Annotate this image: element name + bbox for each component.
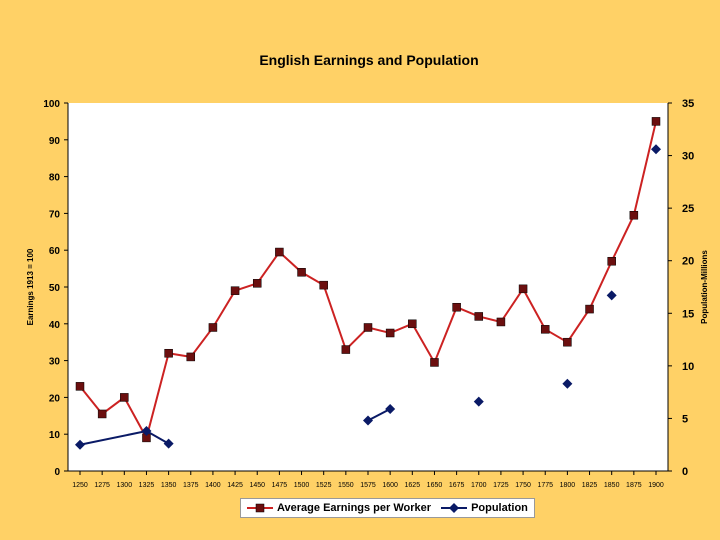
earnings-point [452, 302, 461, 312]
earnings-point [408, 319, 417, 329]
x-tick-label: 1700 [471, 482, 487, 489]
population-point [385, 403, 396, 414]
earnings-point [430, 358, 439, 367]
x-tick-label: 1725 [493, 482, 509, 489]
population-point [473, 396, 484, 407]
earnings-point [540, 325, 550, 334]
y-right-tick-label: 15 [682, 308, 694, 320]
population-point [141, 426, 152, 437]
x-tick-label: 1850 [604, 482, 620, 489]
legend-item-earnings: Average Earnings per Worker [247, 502, 431, 514]
earnings-point [496, 317, 506, 327]
population-point [363, 415, 373, 426]
y-left-tick-label: 60 [49, 246, 61, 257]
y-left-tick-label: 80 [49, 173, 61, 184]
x-tick-label: 1600 [382, 482, 398, 489]
earnings-point [208, 323, 218, 332]
x-tick-label: 1425 [227, 482, 243, 489]
x-tick-label: 1500 [294, 482, 310, 489]
y-left-tick-label: 90 [49, 136, 61, 147]
y-right-tick-label: 35 [682, 98, 694, 110]
y-left-tick-label: 10 [49, 430, 61, 441]
y-right-tick-label: 10 [682, 361, 694, 373]
x-tick-label: 1625 [405, 482, 421, 489]
x-tick-label: 1475 [272, 482, 288, 489]
population-point [562, 378, 573, 389]
y-right-tick-label: 20 [682, 256, 694, 268]
population-point [606, 290, 617, 301]
earnings-point [563, 337, 572, 347]
y-left-tick-label: 30 [49, 357, 61, 368]
y-right-axis-label: Population-Millions [700, 250, 709, 324]
population-point [75, 439, 85, 450]
earnings-point [385, 328, 395, 338]
earnings-point [230, 286, 240, 295]
y-left-tick-label: 70 [49, 209, 61, 220]
y-right-tick-label: 0 [682, 466, 688, 478]
x-tick-label: 1275 [94, 482, 110, 489]
earnings-point [607, 256, 616, 266]
y-left-tick-label: 20 [49, 393, 61, 404]
earnings-point [75, 382, 85, 391]
y-left-tick-label: 100 [43, 99, 60, 110]
earnings-point [585, 304, 594, 314]
x-tick-label: 1875 [626, 482, 642, 489]
y-right-tick-label: 25 [682, 203, 694, 215]
earnings-legend-icon [247, 503, 273, 513]
x-tick-label: 1800 [560, 482, 576, 489]
legend-item-population: Population [441, 502, 528, 514]
earnings-point [629, 210, 639, 220]
population-point [163, 438, 174, 449]
legend: Average Earnings per Worker Population [240, 498, 535, 518]
earnings-point [164, 348, 173, 358]
earnings-point [363, 323, 373, 332]
earnings-point [97, 409, 107, 419]
chart-title: English Earnings and Population [259, 52, 479, 68]
earnings-point [297, 268, 306, 277]
x-tick-label: 1750 [515, 482, 531, 489]
legend-label-earnings: Average Earnings per Worker [277, 502, 432, 514]
x-tick-label: 1375 [183, 482, 199, 489]
x-tick-label: 1400 [205, 482, 221, 489]
y-right-tick-label: 30 [682, 151, 694, 163]
earnings-point [275, 247, 284, 257]
earnings-point [319, 280, 328, 290]
population-legend-icon [441, 503, 468, 513]
x-tick-label: 1325 [139, 482, 155, 489]
x-tick-label: 1775 [537, 482, 553, 489]
x-tick-label: 1450 [249, 482, 265, 489]
y-left-tick-label: 0 [54, 467, 60, 478]
x-tick-label: 1575 [360, 482, 376, 489]
x-tick-label: 1825 [582, 482, 598, 489]
x-tick-label: 1675 [449, 482, 465, 489]
x-tick-label: 1350 [161, 482, 177, 489]
earnings-point [252, 279, 262, 288]
earnings-point [186, 352, 196, 362]
y-left-tick-label: 40 [49, 320, 61, 331]
population-point [651, 144, 661, 155]
x-tick-label: 1650 [427, 482, 443, 489]
earnings-point [651, 117, 661, 126]
y-left-tick-label: 50 [49, 283, 61, 294]
earnings-point [341, 345, 351, 354]
earnings-point [518, 284, 528, 294]
x-tick-label: 1250 [72, 482, 88, 489]
x-tick-label: 1550 [338, 482, 354, 489]
population-line [367, 408, 391, 422]
x-tick-label: 1900 [648, 482, 664, 489]
y-left-axis-label: Earnings 1913 = 100 [26, 248, 35, 325]
earnings-point [120, 393, 129, 402]
x-tick-label: 1300 [117, 482, 133, 489]
plot-area [68, 103, 668, 471]
earnings-point [474, 312, 484, 321]
legend-label-population: Population [471, 502, 528, 514]
y-right-tick-label: 5 [682, 413, 688, 425]
x-tick-label: 1525 [316, 482, 332, 489]
